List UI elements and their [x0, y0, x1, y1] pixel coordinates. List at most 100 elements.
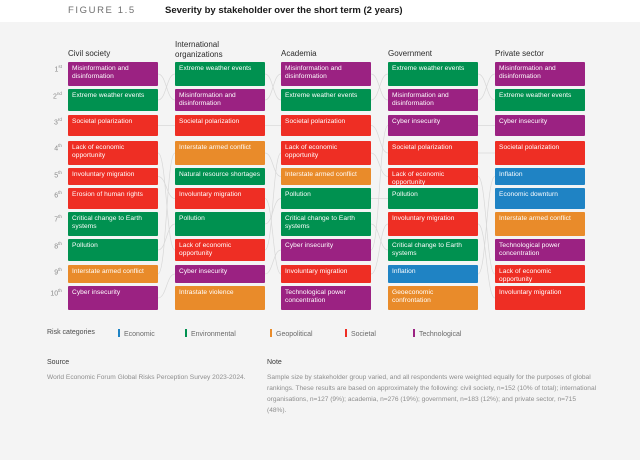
rank-label-3: 3rd [54, 117, 62, 127]
risk-box[interactable]: Societal polarization [495, 141, 585, 165]
column-header-international-organizations: International organizations [175, 40, 223, 59]
risk-box[interactable]: Cyber insecurity [388, 115, 478, 136]
risk-label: Involuntary migration [499, 289, 562, 296]
legend-item-technological[interactable]: Technological [413, 329, 461, 338]
risk-label: Interstate armed conflict [179, 144, 251, 151]
risk-box[interactable]: Extreme weather events [68, 89, 158, 111]
risk-label: Cyber insecurity [72, 289, 121, 296]
legend-item-economic[interactable]: Economic [118, 329, 155, 338]
risk-box[interactable]: Involuntary migration [495, 286, 585, 310]
risk-box[interactable]: Lack of economic opportunity [495, 265, 585, 283]
risk-box[interactable]: Inflation [495, 168, 585, 185]
risk-label: Involuntary migration [392, 215, 455, 222]
risk-box[interactable]: Lack of economic opportunity [175, 239, 265, 261]
risk-box[interactable]: Involuntary migration [388, 212, 478, 236]
rank-label-8: 8th [54, 241, 62, 251]
risk-box[interactable]: Pollution [68, 239, 158, 261]
risk-box[interactable]: Critical change to Earth systems [388, 239, 478, 261]
risk-box[interactable]: Geoeconomic confrontation [388, 286, 478, 310]
risk-box[interactable]: Interstate armed conflict [495, 212, 585, 236]
risk-box[interactable]: Interstate armed conflict [281, 168, 371, 185]
note-heading: Note [267, 359, 282, 366]
risk-box[interactable]: Extreme weather events [281, 89, 371, 111]
risk-label: Extreme weather events [72, 92, 145, 99]
risk-label: Critical change to Earth systems [285, 215, 355, 231]
risk-box[interactable]: Cyber insecurity [495, 115, 585, 136]
legend-label: Environmental [191, 331, 236, 338]
rank-label-7: 7th [54, 214, 62, 224]
risk-box[interactable]: Cyber insecurity [281, 239, 371, 261]
risk-box[interactable]: Misinformation and disinformation [175, 89, 265, 111]
rank-label-4: 4th [54, 143, 62, 153]
risk-label: Involuntary migration [179, 191, 242, 198]
risk-box[interactable]: Cyber insecurity [68, 286, 158, 310]
risk-box[interactable]: Interstate armed conflict [175, 141, 265, 165]
risk-box[interactable]: Misinformation and disinformation [388, 89, 478, 111]
risk-label: Societal polarization [392, 144, 453, 151]
risk-label: Intrastate violence [179, 289, 234, 296]
risk-box[interactable]: Pollution [388, 188, 478, 209]
risk-label: Extreme weather events [285, 92, 358, 99]
risk-label: Interstate armed conflict [285, 171, 357, 178]
risk-box[interactable]: Lack of economic opportunity [68, 141, 158, 165]
risk-box[interactable]: Pollution [175, 212, 265, 236]
risk-label: Interstate armed conflict [72, 268, 144, 275]
risk-box[interactable]: Natural resource shortages [175, 168, 265, 185]
risk-box[interactable]: Technological power concentration [495, 239, 585, 261]
risk-box[interactable]: Extreme weather events [495, 89, 585, 111]
risk-box[interactable]: Misinformation and disinformation [68, 62, 158, 86]
risk-label: Pollution [285, 191, 311, 198]
risk-label: Misinformation and disinformation [285, 65, 342, 81]
risk-box[interactable]: Inflation [388, 265, 478, 283]
legend-swatch-icon [185, 329, 187, 337]
risk-label: Technological power concentration [499, 242, 560, 258]
column-header-government: Government [388, 49, 433, 58]
risk-label: Cyber insecurity [285, 242, 334, 249]
risk-box[interactable]: Critical change to Earth systems [281, 212, 371, 236]
risk-label: Misinformation and disinformation [179, 92, 236, 108]
risk-box[interactable]: Economic downturn [495, 188, 585, 209]
risk-box[interactable]: Societal polarization [68, 115, 158, 136]
legend-swatch-icon [345, 329, 347, 337]
risk-box[interactable]: Societal polarization [281, 115, 371, 136]
rank-label-10: 10th [50, 288, 62, 298]
risk-label: Cyber insecurity [179, 268, 228, 275]
risk-label: Lack of economic opportunity [392, 171, 445, 185]
risk-box[interactable]: Misinformation and disinformation [495, 62, 585, 86]
risk-box[interactable]: Lack of economic opportunity [388, 168, 478, 185]
risk-box[interactable]: Intrastate violence [175, 286, 265, 310]
risk-box[interactable]: Extreme weather events [175, 62, 265, 86]
risk-label: Pollution [392, 191, 418, 198]
risk-label: Misinformation and disinformation [499, 65, 556, 81]
risk-box[interactable]: Involuntary migration [68, 168, 158, 185]
risk-label: Societal polarization [285, 118, 346, 125]
risk-box[interactable]: Involuntary migration [281, 265, 371, 283]
risk-box[interactable]: Pollution [281, 188, 371, 209]
risk-box[interactable]: Interstate armed conflict [68, 265, 158, 283]
risk-box[interactable]: Extreme weather events [388, 62, 478, 86]
risk-label: Inflation [392, 268, 416, 275]
risk-box[interactable]: Critical change to Earth systems [68, 212, 158, 236]
legend-item-geopolitical[interactable]: Geopolitical [270, 329, 313, 338]
legend-swatch-icon [413, 329, 415, 337]
legend-label: Societal [351, 331, 376, 338]
risk-box[interactable]: Cyber insecurity [175, 265, 265, 283]
rank-label-6: 6th [54, 190, 62, 200]
risk-box[interactable]: Lack of economic opportunity [281, 141, 371, 165]
risk-label: Cyber insecurity [499, 118, 548, 125]
legend-item-societal[interactable]: Societal [345, 329, 376, 338]
risk-box[interactable]: Societal polarization [175, 115, 265, 136]
legend-item-environmental[interactable]: Environmental [185, 329, 236, 338]
risk-label: Lack of economic opportunity [499, 268, 552, 283]
risk-box[interactable]: Erosion of human rights [68, 188, 158, 209]
column-header-private-sector: Private sector [495, 49, 544, 58]
risk-label: Cyber insecurity [392, 118, 441, 125]
legend-label: Geopolitical [276, 331, 313, 338]
risk-box[interactable]: Misinformation and disinformation [281, 62, 371, 86]
risk-label: Involuntary migration [285, 268, 348, 275]
risk-label: Societal polarization [499, 144, 560, 151]
risk-box[interactable]: Societal polarization [388, 141, 478, 165]
risk-box[interactable]: Involuntary migration [175, 188, 265, 209]
risk-box[interactable]: Technological power concentration [281, 286, 371, 310]
